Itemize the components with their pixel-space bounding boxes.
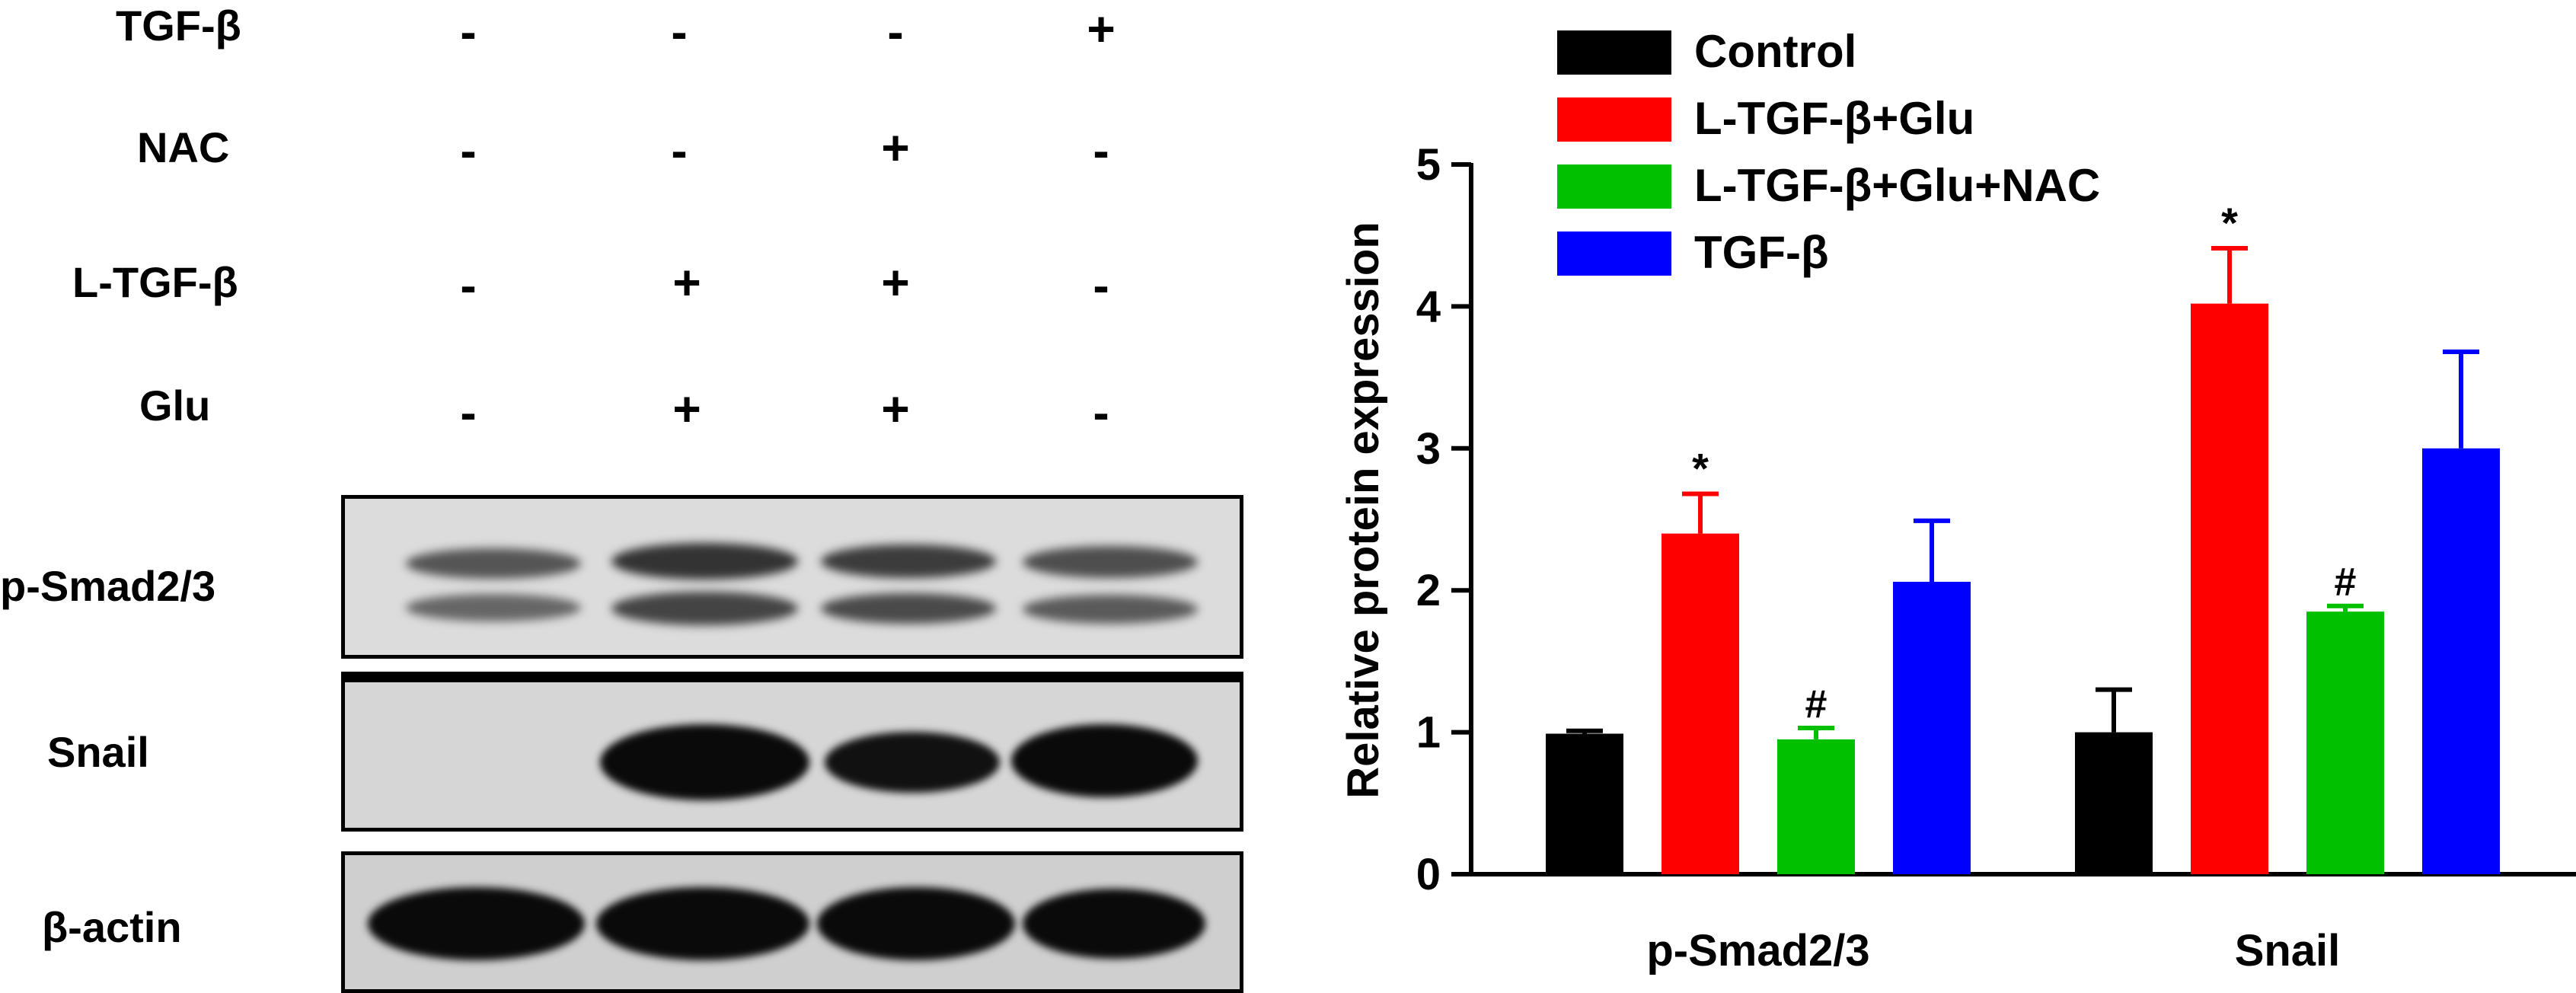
x-category-label: Snail (2235, 926, 2341, 975)
legend-swatch (1557, 30, 1671, 75)
x-category-label: p-Smad2/3 (1646, 926, 1869, 975)
legend-label: L-TGF-β+Glu+NAC (1694, 160, 2100, 211)
sign-cell: + (672, 382, 701, 436)
sign-cell: - (1093, 385, 1109, 440)
sign-cell: - (1093, 123, 1109, 178)
band (600, 724, 809, 800)
bar (2191, 303, 2268, 874)
sign-cell: - (460, 5, 477, 59)
sign-cell: - (460, 385, 477, 440)
significance-mark: * (2221, 199, 2238, 247)
bar (2306, 611, 2384, 874)
sign-cell: + (881, 255, 910, 310)
legend-swatch (1557, 164, 1671, 209)
bar (2075, 732, 2153, 874)
treatment-label-ltgfb: L-TGF-β (72, 258, 238, 306)
sign-cell: + (1087, 2, 1116, 56)
band (596, 887, 809, 960)
band (825, 732, 1000, 793)
bar (1893, 582, 1971, 874)
band (611, 592, 798, 625)
band (406, 594, 581, 621)
bar (1546, 733, 1623, 874)
sign-cell: - (887, 5, 904, 59)
y-tick-label: 0 (1416, 850, 1441, 899)
legend-label: Control (1694, 26, 1856, 77)
legend-swatch (1557, 97, 1671, 142)
legend-swatch (1557, 231, 1671, 276)
sign-cell: - (460, 258, 477, 313)
band (368, 887, 585, 960)
significance-mark: * (1692, 444, 1709, 492)
band (821, 544, 996, 578)
band (1023, 595, 1198, 624)
treatment-label-tgfb: TGF-β (116, 2, 241, 49)
sign-cell: + (881, 120, 910, 175)
sign-cell: + (672, 255, 701, 310)
band (821, 593, 996, 624)
legend-label: TGF-β (1694, 227, 1829, 278)
band (1011, 724, 1198, 797)
treatment-label-nac: NAC (137, 123, 230, 171)
blot-row-label-snail: Snail (47, 728, 149, 776)
blot-image-snail (341, 672, 1243, 832)
blot-row-label-bactin: β-actin (42, 903, 182, 951)
legend-label: L-TGF-β+Glu (1694, 93, 1974, 144)
blot-image-bactin (341, 851, 1243, 993)
y-tick-label: 3 (1416, 424, 1441, 474)
blot-row-label-psmad: p-Smad2/3 (0, 562, 216, 610)
sign-cell: - (460, 123, 477, 178)
sign-cell: - (671, 123, 688, 178)
blot-image-psmad (341, 495, 1243, 659)
bar (1661, 533, 1739, 874)
significance-mark: # (1805, 682, 1827, 726)
y-tick-label: 1 (1416, 708, 1441, 758)
bar (2422, 448, 2500, 874)
band (817, 887, 1015, 960)
bar (1777, 739, 1855, 874)
treatment-label-glu: Glu (139, 382, 211, 429)
y-tick-label: 2 (1416, 566, 1441, 615)
band (611, 543, 798, 580)
sign-cell: - (671, 5, 688, 59)
band (1023, 546, 1198, 578)
significance-mark: # (2335, 560, 2357, 605)
sign-cell: - (1093, 258, 1109, 313)
y-axis-label: Relative protein expression (1339, 222, 1388, 798)
y-tick-label: 5 (1416, 140, 1441, 190)
band (406, 548, 581, 579)
sign-cell: + (881, 382, 910, 436)
y-tick-label: 4 (1416, 282, 1441, 331)
band (1023, 889, 1205, 959)
